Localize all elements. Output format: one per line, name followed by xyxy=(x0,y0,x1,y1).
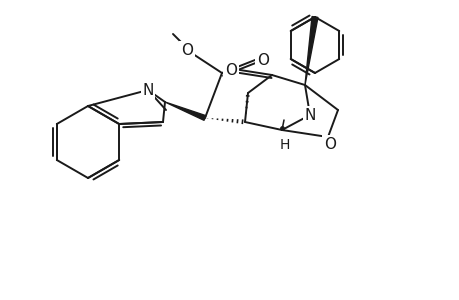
Text: O: O xyxy=(323,136,335,152)
Text: N: N xyxy=(142,82,153,98)
Polygon shape xyxy=(165,102,206,120)
Text: H: H xyxy=(279,138,290,152)
Text: N: N xyxy=(304,107,315,122)
Text: O: O xyxy=(224,62,236,77)
Polygon shape xyxy=(304,16,317,85)
Text: O: O xyxy=(257,52,269,68)
Text: O: O xyxy=(180,43,193,58)
